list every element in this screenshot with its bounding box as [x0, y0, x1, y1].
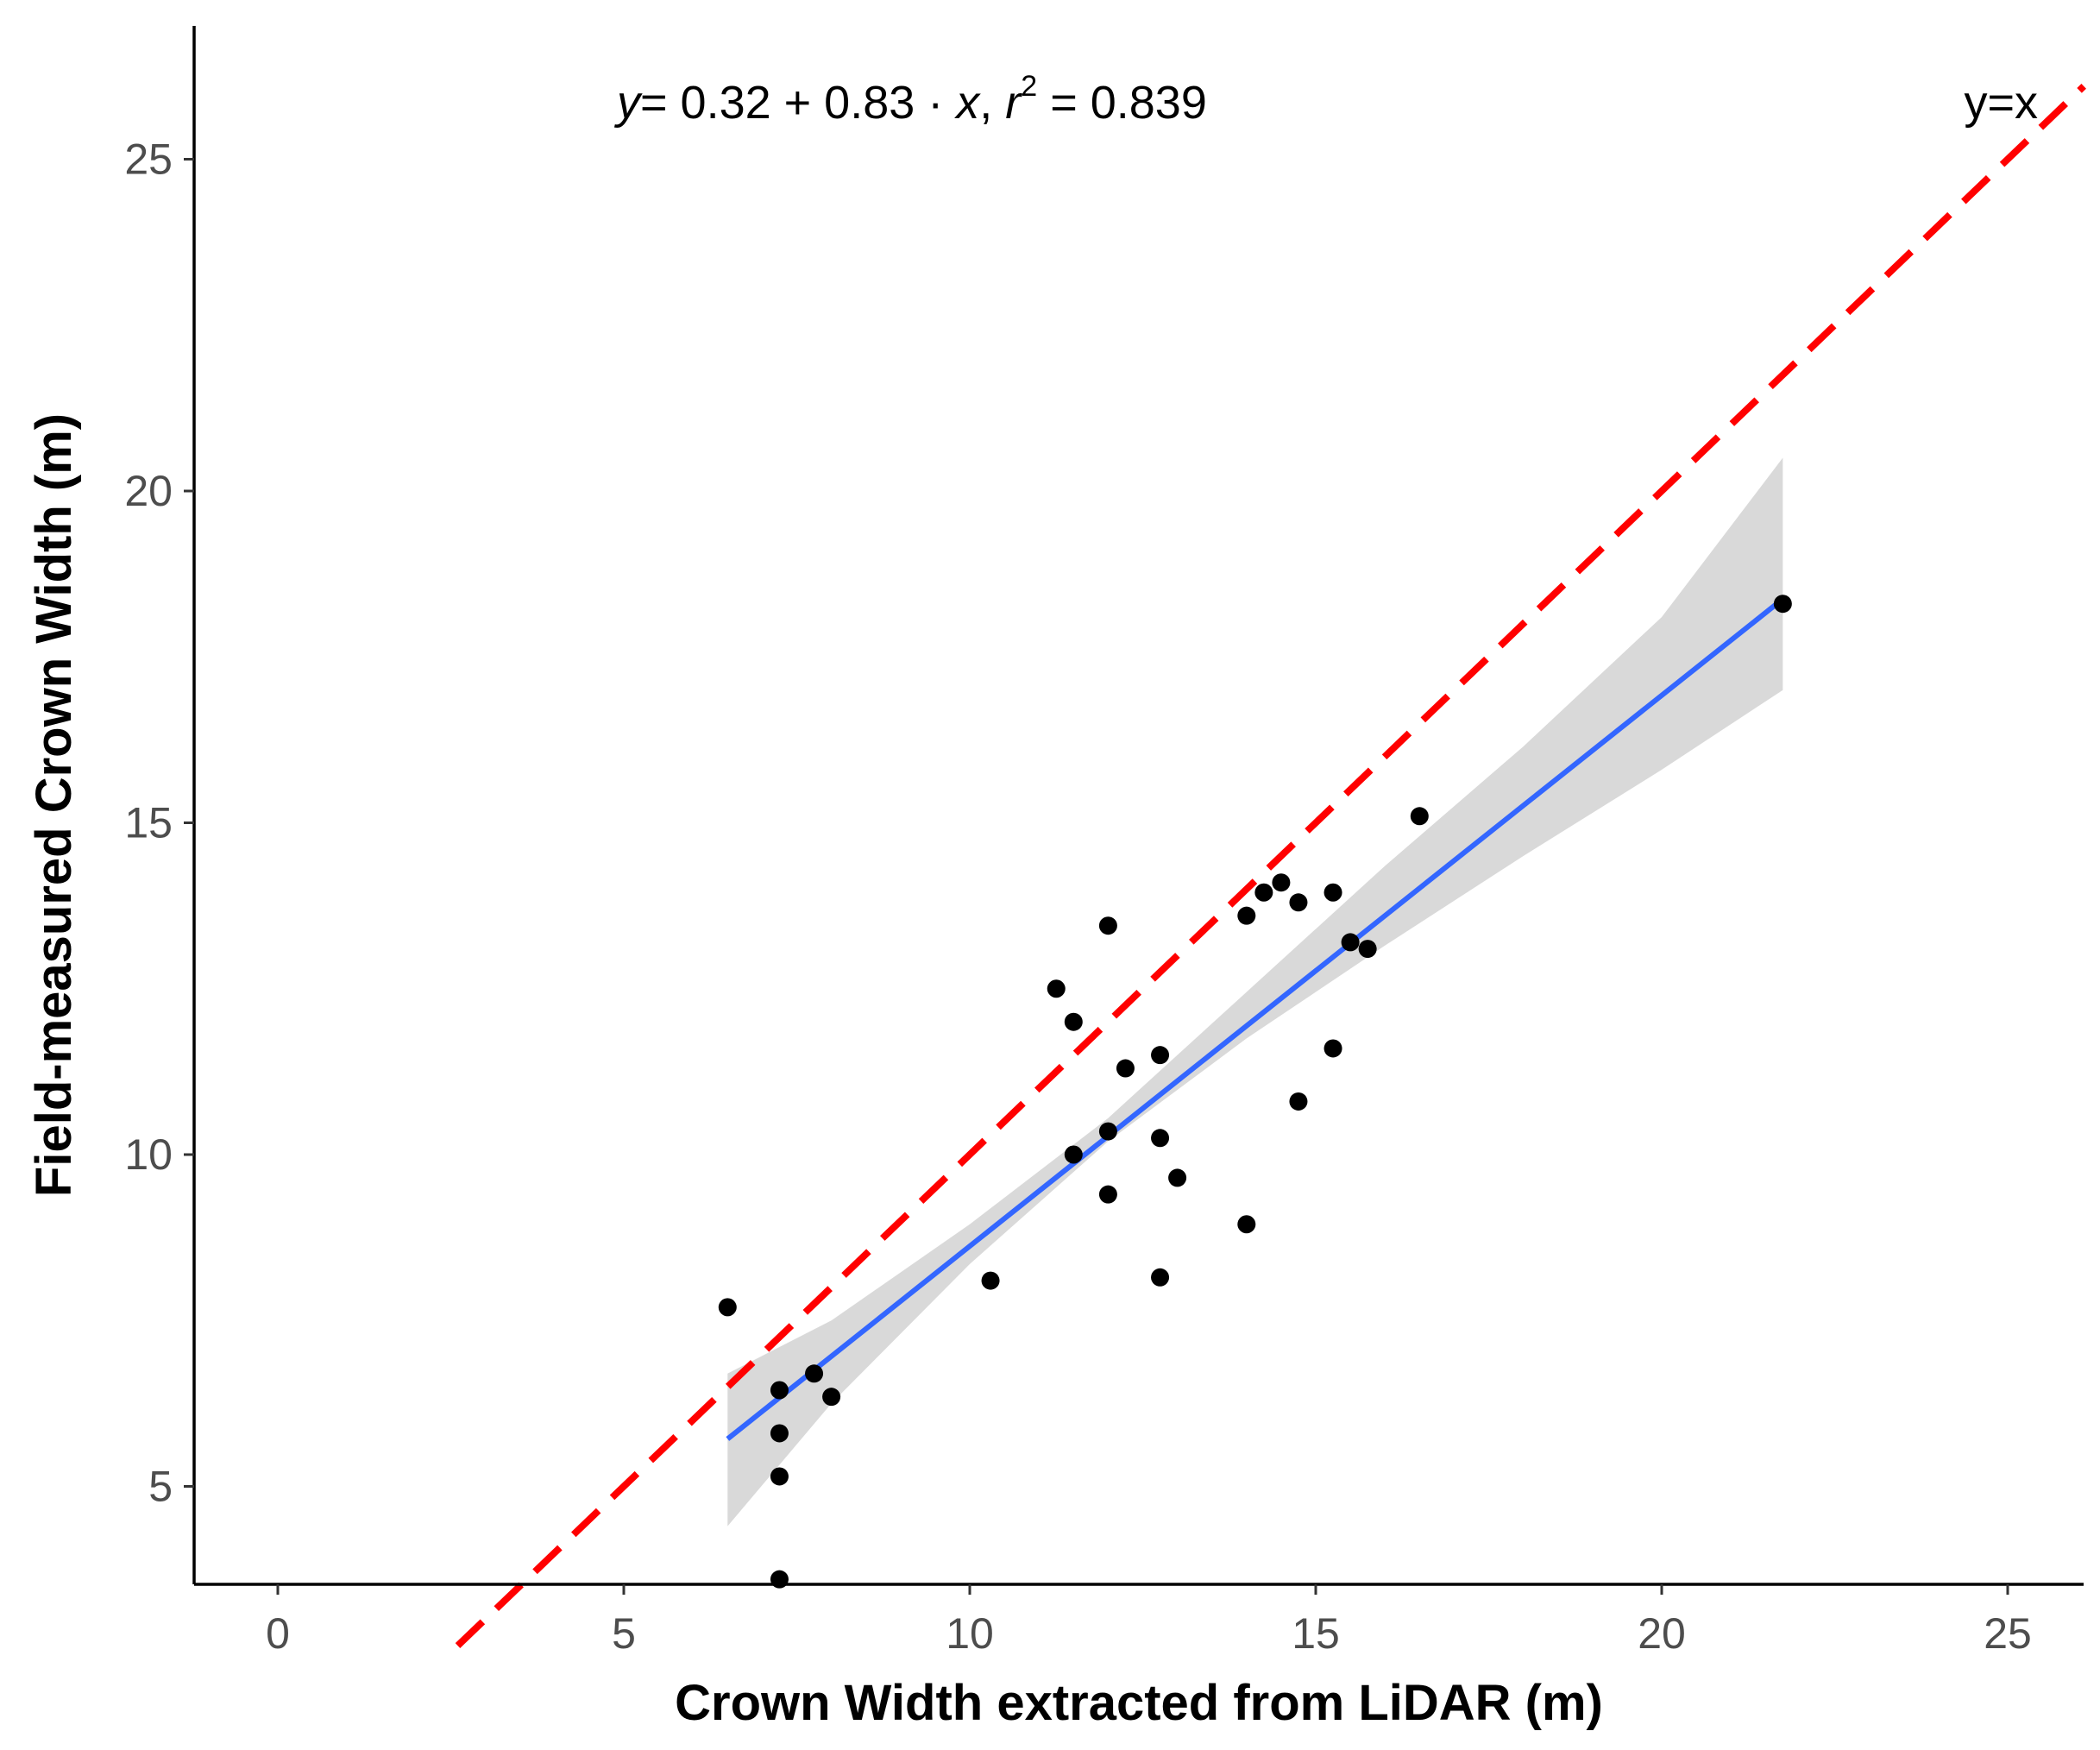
data-point: [1289, 1092, 1308, 1111]
data-point: [1358, 940, 1377, 959]
y-tick-label: 20: [124, 467, 173, 515]
reference-line-layer: [455, 84, 2086, 1648]
data-point: [1237, 906, 1256, 925]
data-point: [770, 1424, 789, 1443]
y-ticks: 5 10 15 20 25: [124, 135, 194, 1511]
x-tick-label: 5: [612, 1609, 636, 1658]
data-point: [1324, 1039, 1342, 1058]
data-point: [1410, 807, 1429, 826]
data-point: [718, 1298, 737, 1317]
data-point: [770, 1381, 789, 1400]
points-layer: [718, 595, 1792, 1589]
data-point: [822, 1388, 841, 1407]
y-tick-label: 15: [124, 799, 173, 847]
data-point: [1168, 1168, 1187, 1187]
data-point: [1324, 883, 1342, 902]
x-ticks: 0 5 10 15 20 25: [266, 1584, 2032, 1658]
x-tick-label: 15: [1292, 1609, 1340, 1658]
data-point: [1773, 595, 1792, 614]
x-axis-title: Crown Width extracted from LiDAR (m): [675, 1675, 1603, 1731]
data-point: [1151, 1268, 1170, 1287]
x-tick-label: 25: [1984, 1609, 2032, 1658]
x-tick-label: 0: [266, 1609, 290, 1658]
data-point: [1098, 1185, 1117, 1204]
confidence-band: [727, 457, 1783, 1527]
data-point: [1341, 933, 1360, 952]
y-tick-label: 10: [124, 1130, 173, 1179]
data-point: [805, 1364, 824, 1383]
confidence-band-layer: [727, 457, 1783, 1527]
data-point: [1151, 1129, 1170, 1148]
data-point: [1116, 1059, 1135, 1078]
x-tick-label: 10: [946, 1609, 994, 1658]
data-point: [1098, 1122, 1117, 1141]
data-point: [1237, 1215, 1256, 1234]
fit-line-layer: [726, 596, 1785, 1441]
data-point: [770, 1467, 789, 1486]
data-point: [1098, 916, 1117, 935]
data-point: [981, 1271, 1000, 1290]
reference-line-label: y=x: [1964, 77, 2038, 129]
y-tick-label: 5: [148, 1463, 173, 1511]
data-point: [1254, 883, 1273, 902]
y-axis-title: Field-measured Crown Width (m): [26, 413, 82, 1197]
regression-equation: y= 0.32 + 0.83 · x, r2 = 0.839: [613, 70, 1207, 129]
data-point: [1047, 979, 1066, 998]
x-tick-label: 20: [1638, 1609, 1686, 1658]
data-point: [1289, 893, 1308, 912]
data-point: [1064, 1145, 1083, 1164]
fit-line: [726, 596, 1785, 1441]
data-point: [1064, 1012, 1083, 1031]
reference-line: [455, 84, 2086, 1648]
data-point: [1151, 1046, 1170, 1065]
data-point: [1272, 873, 1291, 892]
y-tick-label: 25: [124, 135, 173, 184]
